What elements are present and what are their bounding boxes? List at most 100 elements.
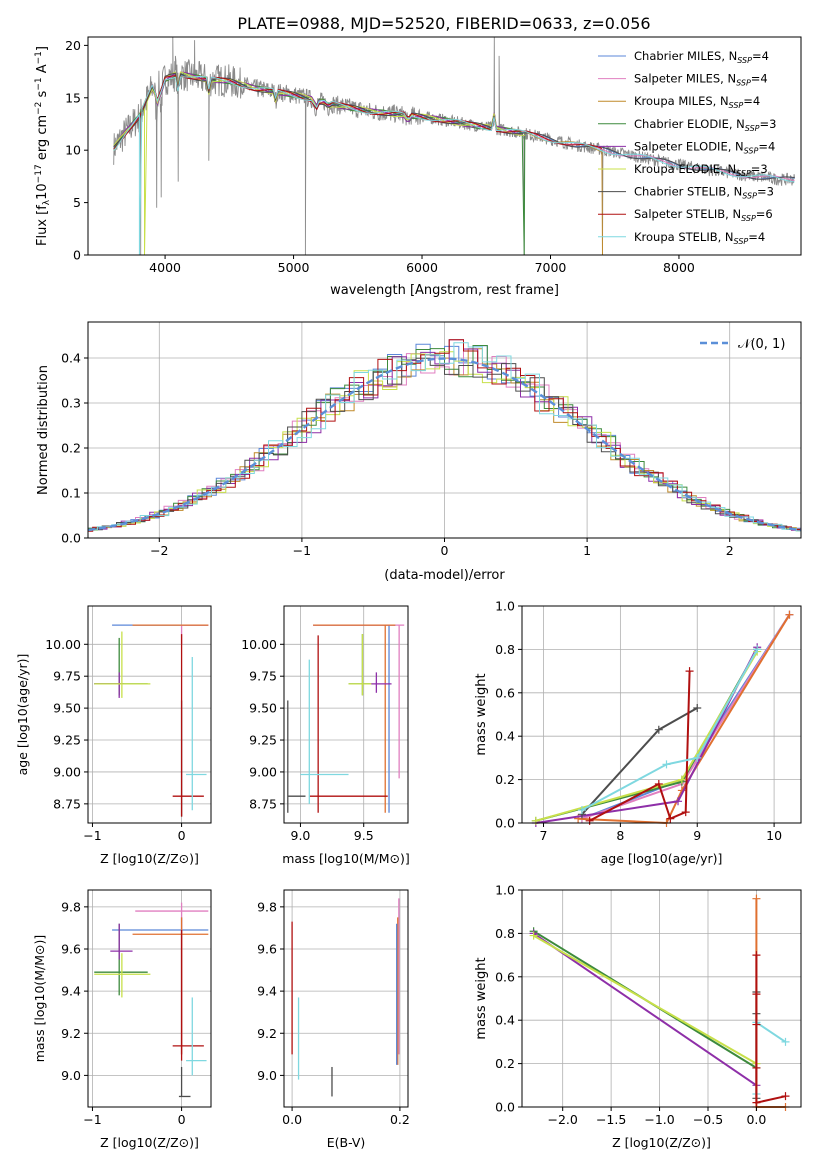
y-tick-label: 9.00 xyxy=(249,764,277,779)
x-tick-label: 9 xyxy=(693,828,701,843)
data-point-marker xyxy=(752,951,761,960)
y-tick-label: 9.4 xyxy=(61,984,81,999)
mass-weight-line xyxy=(533,934,757,1065)
y-tick-label: 0.1 xyxy=(61,486,81,501)
normal-distribution-curve xyxy=(88,357,801,532)
residual-histogram-panel: −2 −1 0 1 2 0.0 0.1 0.2 0.3 0.4 (data-model)/error… xyxy=(36,321,802,583)
model-spectrum-line xyxy=(113,75,603,150)
mass-vs-reddening-panel: 0.0 0.2 9.0 9.2 9.4 9.6 9.8 E(B-V) xyxy=(257,889,410,1150)
legend-label: Kroupa ELODIE, NSSP=3 xyxy=(634,162,768,178)
legend-label: Salpeter MILES, NSSP=4 xyxy=(634,72,768,88)
y-tick-label: 9.6 xyxy=(61,941,81,956)
y-tick-label: 9.75 xyxy=(53,669,81,684)
y-tick-label: 9.8 xyxy=(61,899,81,914)
x-tick-label: −1 xyxy=(83,1112,101,1127)
y-tick-label: 15 xyxy=(65,90,81,105)
data-point-marker xyxy=(681,808,690,817)
data-point-marker xyxy=(752,1098,761,1107)
y-axis-label: age [log10(age/yr)] xyxy=(15,654,30,776)
data-point-marker xyxy=(752,1063,761,1072)
histogram-step-line xyxy=(88,348,801,531)
model-spectrum-line xyxy=(113,76,795,255)
model-spectrum-line xyxy=(113,72,795,180)
x-axis-label: Z [log10(Z/Z⊙)] xyxy=(612,1135,711,1150)
y-tick-label: 20 xyxy=(65,38,81,53)
histogram-plot-area xyxy=(88,339,801,533)
data-point-marker xyxy=(654,725,663,734)
y-tick-label: 1.0 xyxy=(495,883,515,898)
data-point-marker xyxy=(752,1020,761,1029)
y-tick-label: 9.25 xyxy=(53,733,81,748)
y-tick-label: 0.4 xyxy=(495,1013,515,1028)
x-tick-label: 5000 xyxy=(278,260,310,275)
x-tick-label: −1 xyxy=(83,828,101,843)
legend-label: Kroupa STELIB, NSSP=4 xyxy=(634,230,765,246)
y-axis-label: Flux [fλ10−17 erg cm−2 s−1 A−1] xyxy=(34,46,52,246)
x-tick-label: 9.0 xyxy=(291,828,311,843)
data-point-marker xyxy=(781,1037,790,1046)
x-tick-label: 0.2 xyxy=(390,1112,410,1127)
y-tick-label: 0.6 xyxy=(495,969,515,984)
y-tick-label: 0.0 xyxy=(495,816,515,831)
data-point-marker xyxy=(666,814,675,823)
x-tick-label: −2.0 xyxy=(548,1112,578,1127)
model-spectrum-line xyxy=(113,73,526,255)
legend-label: Salpeter ELODIE, NSSP=4 xyxy=(634,139,775,155)
x-tick-label: 10 xyxy=(766,828,782,843)
y-tick-label: 0.8 xyxy=(495,642,515,657)
x-tick-label: 0 xyxy=(178,828,186,843)
y-tick-label: 9.50 xyxy=(53,701,81,716)
y-tick-label: 9.2 xyxy=(61,1026,81,1041)
data-point-marker xyxy=(693,753,702,762)
x-tick-label: 9.5 xyxy=(354,828,374,843)
x-tick-label: 4000 xyxy=(149,260,181,275)
y-tick-label: 0.2 xyxy=(495,1056,515,1071)
data-point-marker xyxy=(577,805,586,814)
legend-label: 𝒩(0, 1) xyxy=(738,337,785,352)
mass-weight-line xyxy=(755,1020,787,1094)
x-axis-label: mass [log10(M/M⊙)] xyxy=(282,851,410,866)
y-tick-label: 9.25 xyxy=(249,733,277,748)
y-axis-label: mass [log10(M/M⊙)] xyxy=(32,935,47,1063)
data-point-marker xyxy=(752,894,761,903)
y-tick-label: 9.50 xyxy=(249,701,277,716)
data-point-marker xyxy=(752,990,761,999)
x-tick-label: 0 xyxy=(178,1112,186,1127)
x-axis-label: age [log10(age/yr)] xyxy=(601,851,723,866)
x-tick-label: 6000 xyxy=(406,260,438,275)
x-axis-label: wavelength [Angstrom, rest frame] xyxy=(330,283,559,298)
data-point-marker xyxy=(685,667,694,676)
data-point-marker xyxy=(674,797,683,806)
x-tick-label: 0.0 xyxy=(282,1112,302,1127)
mass-weight-vs-age-panel: 7 8 9 10 0.0 0.2 0.4 0.6 0.8 1.0 age [log10(age/yr… xyxy=(474,599,802,866)
y-axis-label: Normed distribution xyxy=(36,365,51,495)
mass-weight-line xyxy=(533,932,757,1087)
legend-label: Chabrier MILES, NSSP=4 xyxy=(634,49,769,65)
y-tick-label: 0.8 xyxy=(495,926,515,941)
model-spectrum-line xyxy=(113,75,603,255)
y-tick-label: 8.75 xyxy=(53,796,81,811)
mass-weight-line xyxy=(535,648,759,822)
y-tick-label: 9.4 xyxy=(257,984,277,999)
y-tick-label: 9.75 xyxy=(249,669,277,684)
legend-label: Kroupa MILES, NSSP=4 xyxy=(634,94,760,110)
mass-weight-line xyxy=(755,955,786,1104)
y-tick-label: 8.75 xyxy=(249,796,277,811)
axes-frame xyxy=(521,605,802,824)
y-tick-label: 9.6 xyxy=(257,941,277,956)
x-tick-label: 0 xyxy=(441,543,449,558)
data-point-marker xyxy=(693,703,702,712)
age-vs-metallicity-panel: −1 0 8.75 9.00 9.25 9.50 9.75 10.00 Z [log10(Z/Z… xyxy=(15,605,212,866)
mass-weight-line xyxy=(581,648,759,811)
y-tick-label: 0.2 xyxy=(495,772,515,787)
y-tick-label: 0.0 xyxy=(61,531,81,546)
y-tick-label: 0 xyxy=(73,248,81,263)
y-tick-label: 0.0 xyxy=(495,1100,515,1115)
spectrum-panel: 4000 5000 6000 7000 8000 0 5 10 15 20 wavelength [… xyxy=(34,36,802,298)
x-axis-label: Z [log10(Z/Z⊙)] xyxy=(100,1135,199,1150)
data-point-marker xyxy=(785,610,794,619)
axes-frame xyxy=(283,889,409,1108)
axes-frame xyxy=(87,889,212,1108)
data-point-marker xyxy=(781,1092,790,1101)
data-point-marker xyxy=(677,775,686,784)
